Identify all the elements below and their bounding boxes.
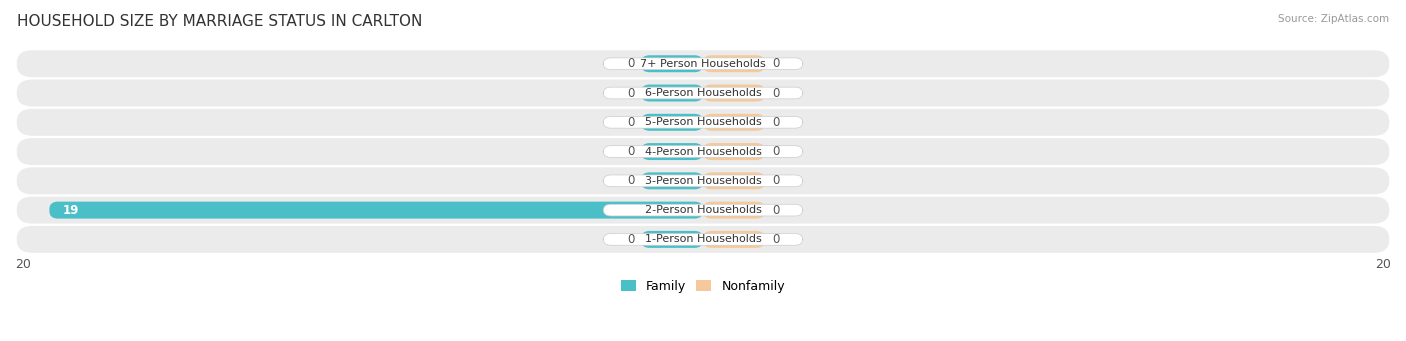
FancyBboxPatch shape xyxy=(17,197,1389,224)
FancyBboxPatch shape xyxy=(703,172,765,189)
Text: 1-Person Households: 1-Person Households xyxy=(644,234,762,244)
FancyBboxPatch shape xyxy=(17,226,1389,253)
Text: 2-Person Households: 2-Person Households xyxy=(644,205,762,215)
FancyBboxPatch shape xyxy=(641,172,703,189)
Text: 0: 0 xyxy=(772,116,779,129)
Text: 0: 0 xyxy=(627,116,634,129)
FancyBboxPatch shape xyxy=(603,175,803,187)
Text: 4-Person Households: 4-Person Households xyxy=(644,147,762,157)
Legend: Family, Nonfamily: Family, Nonfamily xyxy=(621,280,785,293)
Text: 0: 0 xyxy=(627,174,634,187)
Text: 0: 0 xyxy=(627,233,634,246)
FancyBboxPatch shape xyxy=(17,138,1389,165)
Text: 7+ Person Households: 7+ Person Households xyxy=(640,59,766,69)
FancyBboxPatch shape xyxy=(641,55,703,72)
FancyBboxPatch shape xyxy=(49,202,703,219)
FancyBboxPatch shape xyxy=(603,87,803,99)
Text: 0: 0 xyxy=(772,145,779,158)
FancyBboxPatch shape xyxy=(641,143,703,160)
FancyBboxPatch shape xyxy=(703,143,765,160)
Text: 0: 0 xyxy=(772,233,779,246)
Text: 6-Person Households: 6-Person Households xyxy=(644,88,762,98)
Text: 0: 0 xyxy=(627,57,634,70)
FancyBboxPatch shape xyxy=(17,50,1389,77)
FancyBboxPatch shape xyxy=(703,202,765,219)
Text: 0: 0 xyxy=(772,174,779,187)
FancyBboxPatch shape xyxy=(641,231,703,248)
FancyBboxPatch shape xyxy=(17,167,1389,194)
Text: 5-Person Households: 5-Person Households xyxy=(644,117,762,127)
Text: HOUSEHOLD SIZE BY MARRIAGE STATUS IN CARLTON: HOUSEHOLD SIZE BY MARRIAGE STATUS IN CAR… xyxy=(17,14,422,29)
Text: 0: 0 xyxy=(627,145,634,158)
Text: 20: 20 xyxy=(15,258,31,271)
FancyBboxPatch shape xyxy=(703,231,765,248)
Text: 19: 19 xyxy=(63,204,80,217)
FancyBboxPatch shape xyxy=(603,146,803,158)
FancyBboxPatch shape xyxy=(603,234,803,245)
Text: 0: 0 xyxy=(772,57,779,70)
FancyBboxPatch shape xyxy=(17,79,1389,106)
FancyBboxPatch shape xyxy=(603,204,803,216)
FancyBboxPatch shape xyxy=(703,114,765,131)
FancyBboxPatch shape xyxy=(641,85,703,102)
Text: Source: ZipAtlas.com: Source: ZipAtlas.com xyxy=(1278,14,1389,24)
Text: 0: 0 xyxy=(772,204,779,217)
FancyBboxPatch shape xyxy=(703,55,765,72)
FancyBboxPatch shape xyxy=(641,114,703,131)
Text: 0: 0 xyxy=(627,87,634,100)
FancyBboxPatch shape xyxy=(17,109,1389,136)
Text: 3-Person Households: 3-Person Households xyxy=(644,176,762,186)
FancyBboxPatch shape xyxy=(603,116,803,128)
FancyBboxPatch shape xyxy=(703,85,765,102)
Text: 0: 0 xyxy=(772,87,779,100)
Text: 20: 20 xyxy=(1375,258,1391,271)
FancyBboxPatch shape xyxy=(603,58,803,70)
